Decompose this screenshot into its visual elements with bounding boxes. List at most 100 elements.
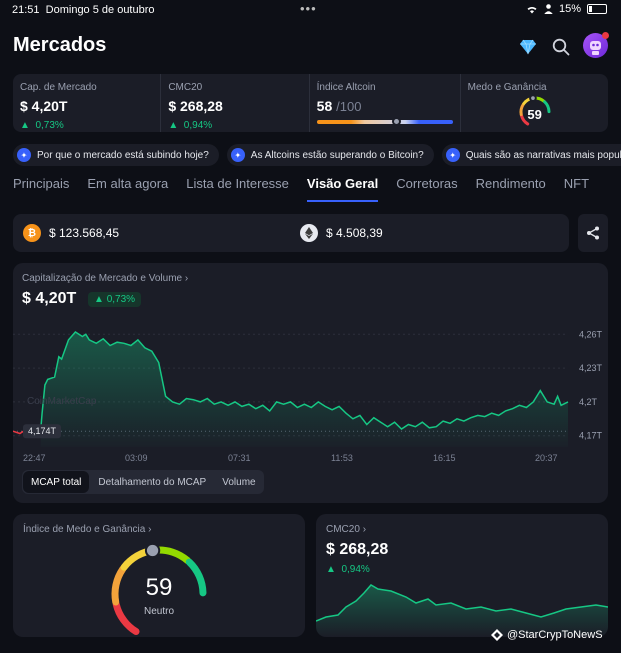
gauge-knob [144, 542, 161, 559]
ethereum-icon [300, 224, 318, 242]
tab-nft[interactable]: NFT [563, 176, 590, 191]
market-cap-chart-title[interactable]: Capitalização de Mercado e Volume › [22, 273, 189, 284]
x-tick-label: 22:47 [23, 453, 46, 463]
market-cap-chart[interactable]: 4,26T 4,23T 4,2T 4,17T 4,174T 22:47 03:09 07:31… [13, 315, 608, 495]
cmc20-card-title: CMC20 › [326, 524, 367, 535]
gauge-segment [112, 600, 140, 636]
gauge-segment [111, 565, 127, 606]
y-tick-label: 4,26T [579, 329, 603, 339]
market-tabs: Principais Em alta agora Lista de Intere… [13, 176, 621, 202]
x-tick-label: 07:31 [228, 453, 251, 463]
gauge-segment [152, 546, 192, 565]
fear-greed-mini-gauge [519, 94, 551, 126]
tab-principais[interactable]: Principais [13, 176, 70, 191]
gauge-segment [185, 558, 207, 597]
person-icon [544, 4, 553, 14]
fear-greed-stat[interactable]: Medo e Ganância 59 [461, 74, 608, 132]
chart-mode-selector: MCAP total Detalhamento do MCAP Volume [22, 470, 264, 494]
diamond-icon[interactable] [519, 39, 537, 55]
ai-icon: ✦ [445, 148, 460, 162]
cmc20-change: ▲ 0,94% [168, 120, 213, 131]
logo-icon [491, 629, 503, 641]
robot-avatar-icon [590, 41, 601, 55]
up-arrow-icon: ▲ [94, 294, 104, 305]
fear-greed-card-title: Índice de Medo e Ganância › [23, 524, 152, 535]
market-stats: Cap. de Mercado $ 4,20T ▲ 0,73% CMC20 $ … [13, 74, 608, 132]
up-arrow-icon: ▲ [168, 120, 179, 131]
cmc20-stat[interactable]: CMC20 $ 268,28 ▲ 0,94% [161, 74, 310, 132]
y-tick-label: 4,2T [579, 397, 598, 407]
search-icon[interactable] [552, 38, 570, 56]
battery-percent: 15% [558, 3, 581, 15]
tab-rendimento[interactable]: Rendimento [475, 176, 546, 191]
notification-dot [602, 32, 609, 39]
chevron-right-icon: › [148, 524, 152, 535]
market-cap-stat[interactable]: Cap. de Mercado $ 4,20T ▲ 0,73% [13, 74, 162, 132]
chip-altcoins[interactable]: ✦ As Altcoins estão superando o Bitcoin? [226, 144, 434, 166]
chevron-right-icon: › [362, 524, 367, 535]
ai-question-chips: ✦ Por que o mercado está subindo hoje? ✦ A… [13, 144, 621, 166]
gauge-knob [528, 94, 537, 103]
market-cap-change: ▲ 0,73% [20, 120, 64, 131]
y-tick-label: 4,23T [579, 363, 603, 373]
tab-corretoras[interactable]: Corretoras [396, 176, 458, 191]
avatar[interactable] [583, 32, 609, 58]
credit-watermark: @StarCrypToNewS [491, 629, 603, 641]
fear-greed-status: Neutro [143, 606, 174, 617]
series-line [40, 331, 569, 430]
wifi-icon [527, 6, 537, 13]
x-tick-label: 11:53 [331, 453, 353, 463]
btc-price[interactable]: ₿ $ 123.568,45 [23, 224, 119, 242]
market-cap-chart-value: $ 4,20T [22, 290, 77, 307]
cmc20-card-change: ▲ 0,94% [326, 564, 370, 575]
share-button[interactable] [578, 214, 608, 252]
page-title: Mercados [13, 34, 107, 56]
fear-greed-label: Medo e Ganância [467, 82, 547, 93]
chart-watermark: CoinMarketCap [27, 396, 97, 407]
status-bar: 21:51 Domingo 5 de outubro ••• 15% [0, 0, 621, 20]
x-tick-label: 16:15 [433, 453, 456, 463]
fear-greed-card[interactable]: Índice de Medo e Ganância › 59 Neutro [13, 514, 305, 637]
ai-icon: ✦ [230, 148, 245, 162]
altcoin-label: Índice Altcoin [316, 82, 376, 93]
battery-icon [587, 4, 607, 14]
altcoin-indicator [391, 117, 401, 126]
btc-price-value: $ 123.568,45 [49, 226, 120, 240]
share-icon [587, 226, 599, 240]
mcap-total-button[interactable]: MCAP total [23, 471, 90, 493]
gauge-segment [542, 100, 551, 114]
tab-em-alta[interactable]: Em alta agora [87, 176, 169, 191]
x-tick-label: 03:09 [125, 453, 148, 463]
eth-price-value: $ 4.508,39 [326, 226, 383, 240]
market-cap-card: Capitalização de Mercado e Volume › $ 4,… [13, 263, 608, 503]
up-arrow-icon: ▲ [326, 564, 336, 575]
price-ticker: ₿ $ 123.568,45 $ 4.508,39 [13, 214, 569, 252]
cmc20-value: $ 268,28 [168, 98, 223, 114]
volume-button[interactable]: Volume [222, 476, 256, 488]
low-value-label: 4,174T [23, 424, 61, 439]
multitask-dots[interactable]: ••• [300, 1, 317, 16]
eth-price[interactable]: $ 4.508,39 [300, 224, 383, 242]
altcoin-value: 58 /100 [316, 98, 362, 114]
low-value-text: 4,174T [28, 426, 57, 436]
tab-visao-geral[interactable]: Visão Geral [306, 176, 379, 202]
fear-greed-value: 59 [527, 107, 542, 122]
status-time: 21:51 Domingo 5 de outubro [12, 4, 155, 16]
altcoin-stat[interactable]: Índice Altcoin 58 /100 [310, 74, 461, 132]
fear-greed-card-value: 59 [145, 574, 173, 601]
tab-lista-interesse[interactable]: Lista de Interesse [186, 176, 289, 191]
cmc20-card[interactable]: CMC20 › $ 268,28 ▲ 0,94% [316, 514, 608, 637]
ai-icon: ✦ [17, 148, 31, 162]
series-area [40, 332, 568, 447]
market-cap-chart-change: ▲ 0,73% [88, 292, 142, 307]
market-cap-value: $ 4,20T [20, 98, 68, 114]
fear-greed-gauge [111, 542, 207, 636]
up-arrow-icon: ▲ [20, 120, 30, 131]
altcoin-bar [316, 117, 453, 126]
mcap-detail-button[interactable]: Detalhamento do MCAP [98, 476, 207, 488]
chip-narratives[interactable]: ✦Quais são as narrativas mais populares? [441, 144, 621, 166]
chip-market-rising[interactable]: ✦ Por que o mercado está subindo hoje? [13, 144, 219, 166]
chevron-right-icon: › [184, 273, 189, 284]
cmc20-card-value: $ 268,28 [326, 541, 389, 558]
y-tick-label: 4,17T [579, 431, 603, 441]
